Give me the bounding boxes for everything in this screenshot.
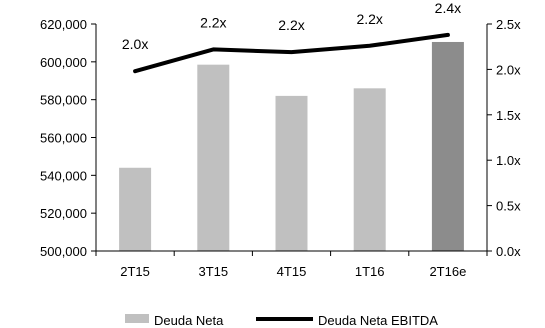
right-tick-label: 1.5x (496, 108, 521, 123)
bar-3t15 (197, 64, 230, 251)
bar-2t16e (431, 41, 464, 252)
line-data-label: 2.2x (278, 17, 304, 33)
left-tick-label: 580,000 (40, 93, 87, 108)
x-tick-label: 3T15 (198, 264, 228, 279)
left-tick-label: 520,000 (40, 206, 87, 221)
left-tick-label: 500,000 (40, 244, 87, 259)
left-axis-ticks: 500,000 520,000 540,000 560,000 580,000 600,0… (40, 17, 96, 259)
x-tick-label: 2T16e (429, 264, 466, 279)
x-tick-label: 1T16 (355, 264, 385, 279)
x-tick-label: 2T15 (120, 264, 150, 279)
line-data-label: 2.0x (122, 36, 148, 52)
legend: Deuda Neta Deuda Neta EBITDA (125, 313, 438, 328)
left-tick-label: 560,000 (40, 131, 87, 146)
ebitda-ratio-line (133, 32, 450, 74)
x-tick-label: 4T15 (277, 264, 307, 279)
right-tick-label: 2.0x (496, 62, 521, 77)
line-data-label: 2.2x (200, 14, 226, 30)
line-data-label: 2.4x (435, 0, 461, 16)
right-tick-label: 0.5x (496, 199, 521, 214)
bar-4t15 (275, 95, 308, 251)
line-data-labels: 2.0x 2.2x 2.2x 2.2x 2.4x (122, 0, 461, 52)
left-tick-label: 620,000 (40, 17, 87, 32)
bar-1t16 (353, 88, 386, 251)
line-data-label: 2.2x (356, 11, 382, 27)
line-series (133, 32, 450, 74)
right-axis-ticks: 0.0x 0.5x 1.0x 1.5x 2.0x 2.5x (487, 17, 521, 259)
bar-2t15 (119, 167, 152, 251)
right-tick-label: 1.0x (496, 153, 521, 168)
legend-swatch-deuda-neta (125, 314, 149, 323)
legend-label-deuda-neta-ebitda: Deuda Neta EBITDA (318, 313, 438, 328)
bar-group (119, 41, 464, 252)
right-tick-label: 0.0x (496, 244, 521, 259)
left-tick-label: 540,000 (40, 168, 87, 183)
x-axis-ticks: 2T15 3T15 4T15 1T16 2T16e (95, 251, 488, 279)
left-tick-label: 600,000 (40, 55, 87, 70)
right-tick-label: 2.5x (496, 17, 521, 32)
legend-label-deuda-neta: Deuda Neta (154, 313, 224, 328)
